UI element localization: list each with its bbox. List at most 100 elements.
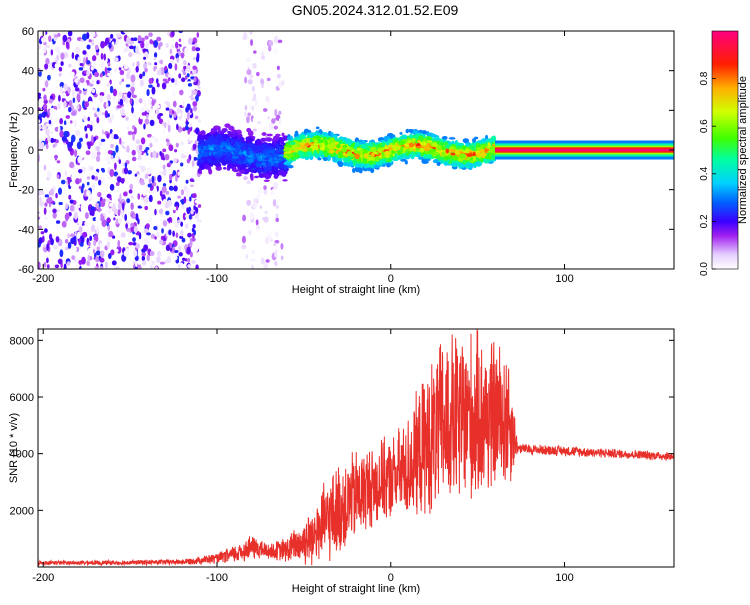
spectrogram-cell (86, 124, 91, 129)
spectrogram-cell (99, 257, 105, 263)
spectrogram-cell (142, 260, 147, 266)
spectrogram-cell (220, 142, 227, 147)
spectrogram-cell (138, 73, 143, 79)
spectrogram-cell (101, 112, 105, 116)
spectrogram-cell (41, 125, 47, 131)
spectrogram-cell (161, 82, 167, 90)
spectrogram-cell (131, 82, 135, 87)
spectrogram-cell (246, 247, 250, 254)
spectrogram-cell (123, 250, 129, 257)
spectrogram-cell (248, 230, 252, 236)
spectrogram-cell (190, 186, 194, 193)
spectrogram-cell (265, 96, 270, 102)
spectrogram-cell (55, 193, 58, 199)
spectrogram-cell (87, 254, 91, 262)
spectrogram-cell (176, 123, 179, 131)
spectrogram-cell (186, 64, 191, 73)
spectrogram-cell (174, 41, 179, 49)
spectrogram-cell (46, 264, 50, 269)
spectrogram-cell (78, 67, 84, 71)
spectrogram-cell (236, 164, 242, 168)
spectrogram-cell (101, 168, 106, 173)
spectrogram-cell (264, 174, 271, 180)
spectrogram-cell (38, 125, 42, 130)
spectrogram-cell (249, 212, 255, 221)
spectrogram-cell (265, 137, 273, 142)
spectrogram-cell (141, 255, 146, 261)
spectrogram-cell (65, 203, 69, 210)
spectrogram-cell (125, 223, 128, 229)
spectrogram-cell (90, 79, 95, 85)
spectrogram-cell (39, 196, 42, 203)
spectrogram-cell (152, 150, 157, 159)
spectrogram-cell (162, 148, 167, 153)
spectrogram-cell (330, 131, 334, 138)
spectrogram-cell (86, 260, 90, 266)
spectrogram-cell (38, 92, 41, 97)
spectrogram-cell (58, 201, 63, 206)
spectrogram-cell (149, 250, 155, 256)
spectrogram-cell (129, 183, 134, 190)
spectrogram-cell (143, 152, 147, 159)
spectrogram-cell (179, 262, 184, 269)
spectrogram-cell (141, 112, 146, 116)
spectrogram-cell (123, 64, 129, 70)
spectrogram-cell (195, 47, 201, 52)
spectrogram-cell (190, 209, 194, 215)
spectrogram-cell (242, 142, 247, 146)
spectrogram-cell (135, 46, 140, 55)
spectrogram-cell (38, 68, 41, 73)
spectrogram-cell (270, 153, 275, 158)
spectrogram-cell (158, 118, 164, 124)
spectrogram-cell (63, 100, 67, 109)
spectrogram-cell (143, 244, 149, 251)
spectrogram-cell (157, 200, 162, 205)
spectrogram-cell (62, 232, 67, 240)
spectrogram-cell (217, 135, 224, 142)
spectrogram-cell (168, 134, 171, 140)
spectrogram-cell (192, 193, 197, 199)
spectrogram-cell (263, 216, 269, 223)
spectrogram-cell (139, 115, 143, 120)
spectrogram-cell (205, 145, 209, 150)
spectrogram-cell (87, 247, 93, 254)
spectrogram-cell (165, 230, 169, 237)
spectrogram-cell (191, 172, 197, 181)
spectrogram-cell (69, 181, 75, 188)
spectrogram-cell (40, 231, 45, 235)
spectrogram-cell (86, 176, 91, 180)
spectrogram-cell (274, 239, 280, 244)
spectrogram-cell (61, 135, 67, 142)
spectrogram-cell (112, 88, 118, 97)
spectrogram-cell (171, 44, 174, 49)
spectrogram-cell (95, 216, 101, 223)
spectrogram-cell (247, 137, 254, 143)
spectrogram-cell (252, 85, 255, 92)
spectrogram-cell (248, 74, 254, 79)
spectrogram-cell (148, 194, 153, 203)
spectrogram-cell (48, 210, 51, 215)
spectrogram-cell (47, 74, 51, 81)
spectrogram-cell (56, 160, 61, 164)
spectrogram-cell (181, 116, 186, 124)
spectrogram-cell (240, 169, 245, 174)
spectrogram-cell (96, 225, 100, 234)
spectrogram-cell (231, 136, 238, 140)
spectrogram-cell (45, 57, 50, 65)
spectrogram-cell (53, 109, 57, 117)
spectrogram-cell (266, 166, 273, 171)
spectrogram-cell (142, 71, 146, 77)
spectrogram-cell (192, 89, 198, 95)
spectrogram-cell (396, 156, 404, 160)
spectrogram-cell (252, 202, 258, 209)
spectrogram-cell (280, 80, 285, 86)
spectrogram-cell (315, 126, 320, 130)
spectrogram-cell (252, 128, 257, 132)
spectrogram-cell (205, 134, 210, 137)
spectrogram-cell (216, 160, 221, 164)
spectrogram-cell (148, 32, 153, 37)
spectrogram-cell (130, 74, 136, 83)
spectrogram-cell (106, 93, 111, 102)
spectrogram-cell (182, 60, 187, 66)
